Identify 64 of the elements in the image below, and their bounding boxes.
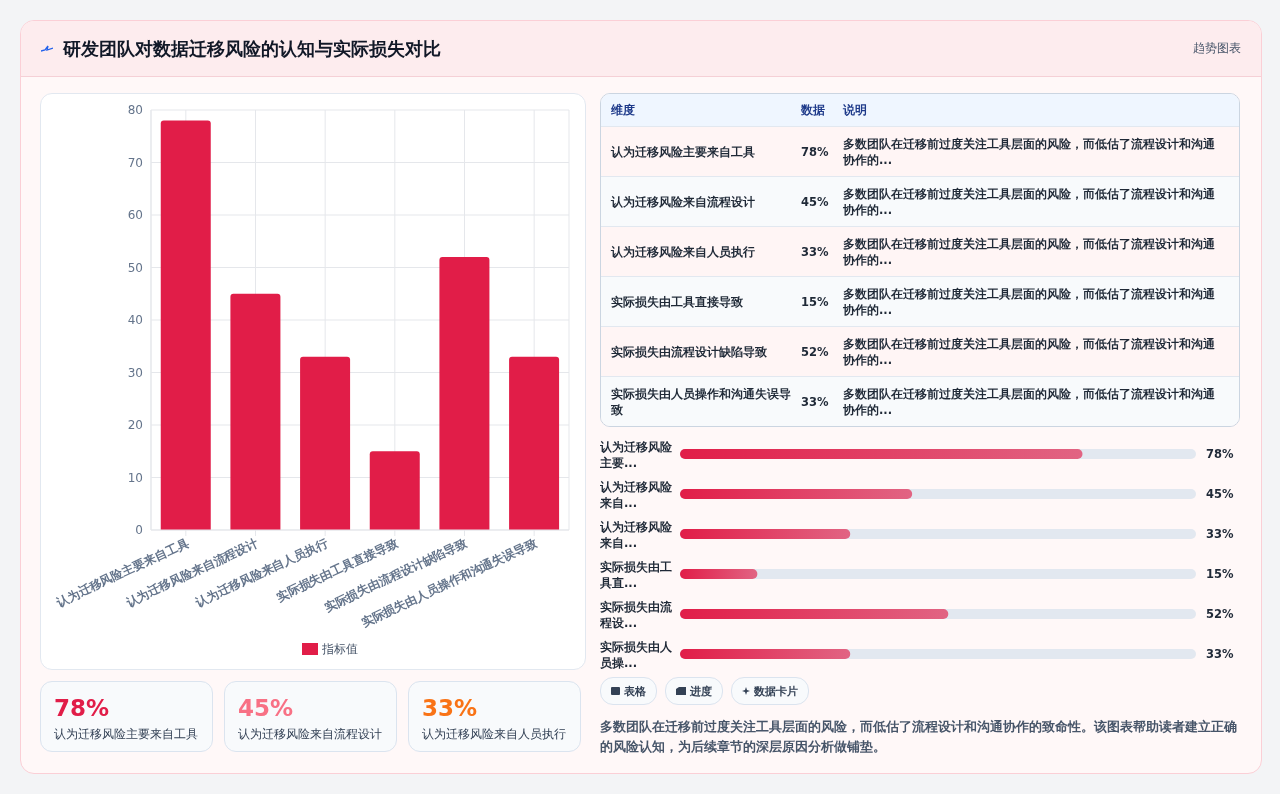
data-label: 33% bbox=[1206, 527, 1234, 541]
bar bbox=[300, 356, 351, 530]
y-tick-label: 实际损失由工具直... bbox=[599, 560, 672, 590]
text: 认为迁移风险来自流程设计 bbox=[238, 727, 383, 742]
text: 表格 bbox=[600, 677, 657, 705]
bar bbox=[509, 356, 560, 530]
text: 认为迁移风险主要来自工具 bbox=[611, 143, 756, 160]
text: 多数团队在迁移前过度关注工具层面的风险，而低估了流程设计和沟通协作的... bbox=[843, 385, 1216, 418]
y-tick-label: 实际损失由流程设... bbox=[599, 600, 673, 630]
text: 认为迁移风险主要来自工具 bbox=[54, 727, 199, 742]
text: 33% bbox=[422, 694, 479, 722]
text: 进度 bbox=[665, 677, 723, 705]
text: 认为迁移风险来自人员执行 bbox=[611, 243, 756, 260]
y-tick-label: 20 bbox=[127, 418, 143, 433]
chart-title: 研发团队对数据迁移风险的认知与实际损失对比 bbox=[63, 36, 441, 61]
text: 多数团队在迁移前过度关注工具层面的风险，而低估了流程设计和沟通协作的... bbox=[843, 335, 1216, 368]
y-tick-label: 认为迁移风险主要... bbox=[599, 440, 673, 470]
bar bbox=[230, 293, 281, 530]
y-tick-label: 认为迁移风险来自... bbox=[599, 520, 673, 550]
bar bbox=[439, 257, 490, 530]
data-label: 45% bbox=[1206, 487, 1234, 501]
y-tick-label: 10 bbox=[127, 470, 143, 485]
text: 认为迁移风险来自人员执行 bbox=[422, 727, 567, 742]
y-tick-label: 认为迁移风险来自... bbox=[599, 480, 673, 510]
text: 45% bbox=[801, 193, 830, 210]
data-label: 33% bbox=[1206, 647, 1234, 661]
text: 实际损失由工具直接导致 bbox=[611, 293, 744, 310]
y-tick-label: 0 bbox=[135, 523, 143, 538]
bar bbox=[369, 451, 420, 530]
text: 78% bbox=[54, 694, 111, 722]
text: 78% bbox=[801, 143, 830, 160]
text: 多数团队在迁移前过度关注工具层面的风险，而低估了流程设计和沟通协作的... bbox=[843, 185, 1216, 218]
data-label: 78% bbox=[1206, 447, 1234, 461]
y-tick-label: 50 bbox=[127, 260, 143, 275]
text: 多数团队在迁移前过度关注工具层面的风险，而低估了流程设计和沟通协作的... bbox=[843, 135, 1216, 168]
text: 数据卡片 bbox=[731, 677, 809, 705]
text: 33% bbox=[801, 393, 830, 410]
text: 15% bbox=[801, 293, 830, 310]
bar bbox=[680, 649, 851, 659]
y-tick-label: 80 bbox=[127, 103, 143, 118]
bar bbox=[680, 529, 851, 539]
data-label: 15% bbox=[1206, 567, 1234, 581]
text: 实际损失由流程设计缺陷导致 bbox=[611, 343, 768, 360]
y-tick-label: 60 bbox=[127, 208, 143, 223]
y-tick-label: 实际损失由人员操... bbox=[600, 640, 673, 670]
text: 趋势图表 bbox=[1193, 40, 1241, 57]
y-tick-label: 30 bbox=[127, 365, 143, 380]
text: 说明 bbox=[843, 102, 868, 118]
text: 多数团队在迁移前过度关注工具层面的风险，而低估了流程设计和沟通协作的... bbox=[843, 235, 1216, 268]
bar bbox=[160, 120, 211, 530]
data-label: 52% bbox=[1206, 607, 1234, 621]
text: 维度 bbox=[611, 102, 636, 118]
text: 认为迁移风险来自流程设计 bbox=[611, 193, 756, 210]
bar bbox=[680, 569, 758, 579]
legend-label: 指标值 bbox=[322, 642, 358, 656]
text: 数据 bbox=[801, 102, 826, 118]
text: 33% bbox=[801, 243, 830, 260]
y-tick-label: 40 bbox=[127, 313, 143, 328]
y-tick-label: 70 bbox=[127, 155, 143, 170]
text: 实际损失由人员操作和沟通失误导致 bbox=[611, 385, 792, 418]
text: 52% bbox=[801, 343, 830, 360]
text: 多数团队在迁移前过度关注工具层面的风险，而低估了流程设计和沟通协作的... bbox=[843, 285, 1216, 318]
text: 45% bbox=[238, 694, 295, 722]
text: 多数团队在迁移前过度关注工具层面的风险，而低估了流程设计和沟通协作的致命性。该图表帮助读者建立正确的风险认知，为后续章节的深层原因分析做铺垫。 bbox=[600, 718, 1238, 756]
